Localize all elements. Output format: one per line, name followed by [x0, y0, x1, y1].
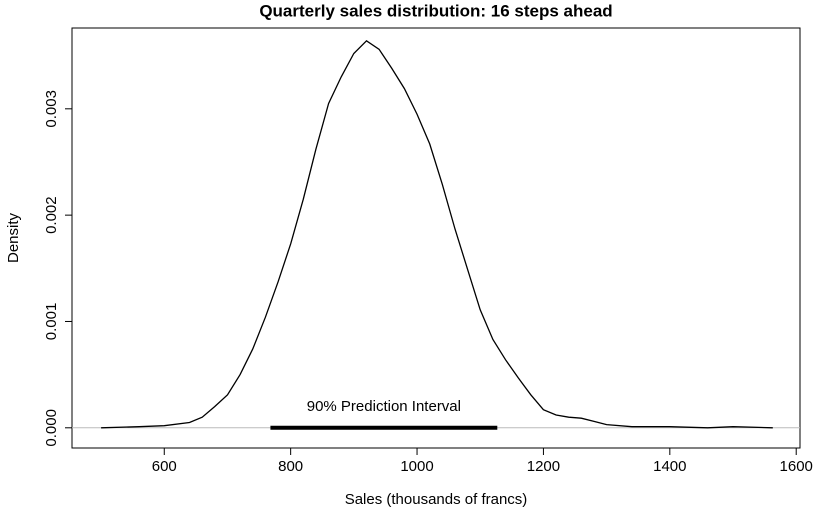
plot-frame	[71, 27, 801, 449]
y-tick-label: 0.003	[43, 90, 60, 128]
y-tick-label: 0.000	[43, 409, 60, 447]
x-tick-label: 1000	[400, 458, 433, 475]
x-tick-label: 1400	[653, 458, 686, 475]
x-tick-label: 800	[278, 458, 303, 475]
y-axis-label: Density	[5, 212, 22, 263]
x-axis-label: Sales (thousands of francs)	[345, 491, 528, 508]
x-tick-label: 1600	[780, 458, 813, 475]
x-tick-label: 600	[152, 458, 177, 475]
interval-label: 90% Prediction Interval	[307, 398, 461, 415]
x-tick-label: 1200	[527, 458, 560, 475]
y-tick-label: 0.002	[43, 196, 60, 234]
chart-title: Quarterly sales distribution: 16 steps a…	[259, 1, 612, 20]
density-curve	[101, 39, 773, 429]
y-tick-label: 0.001	[43, 303, 60, 341]
